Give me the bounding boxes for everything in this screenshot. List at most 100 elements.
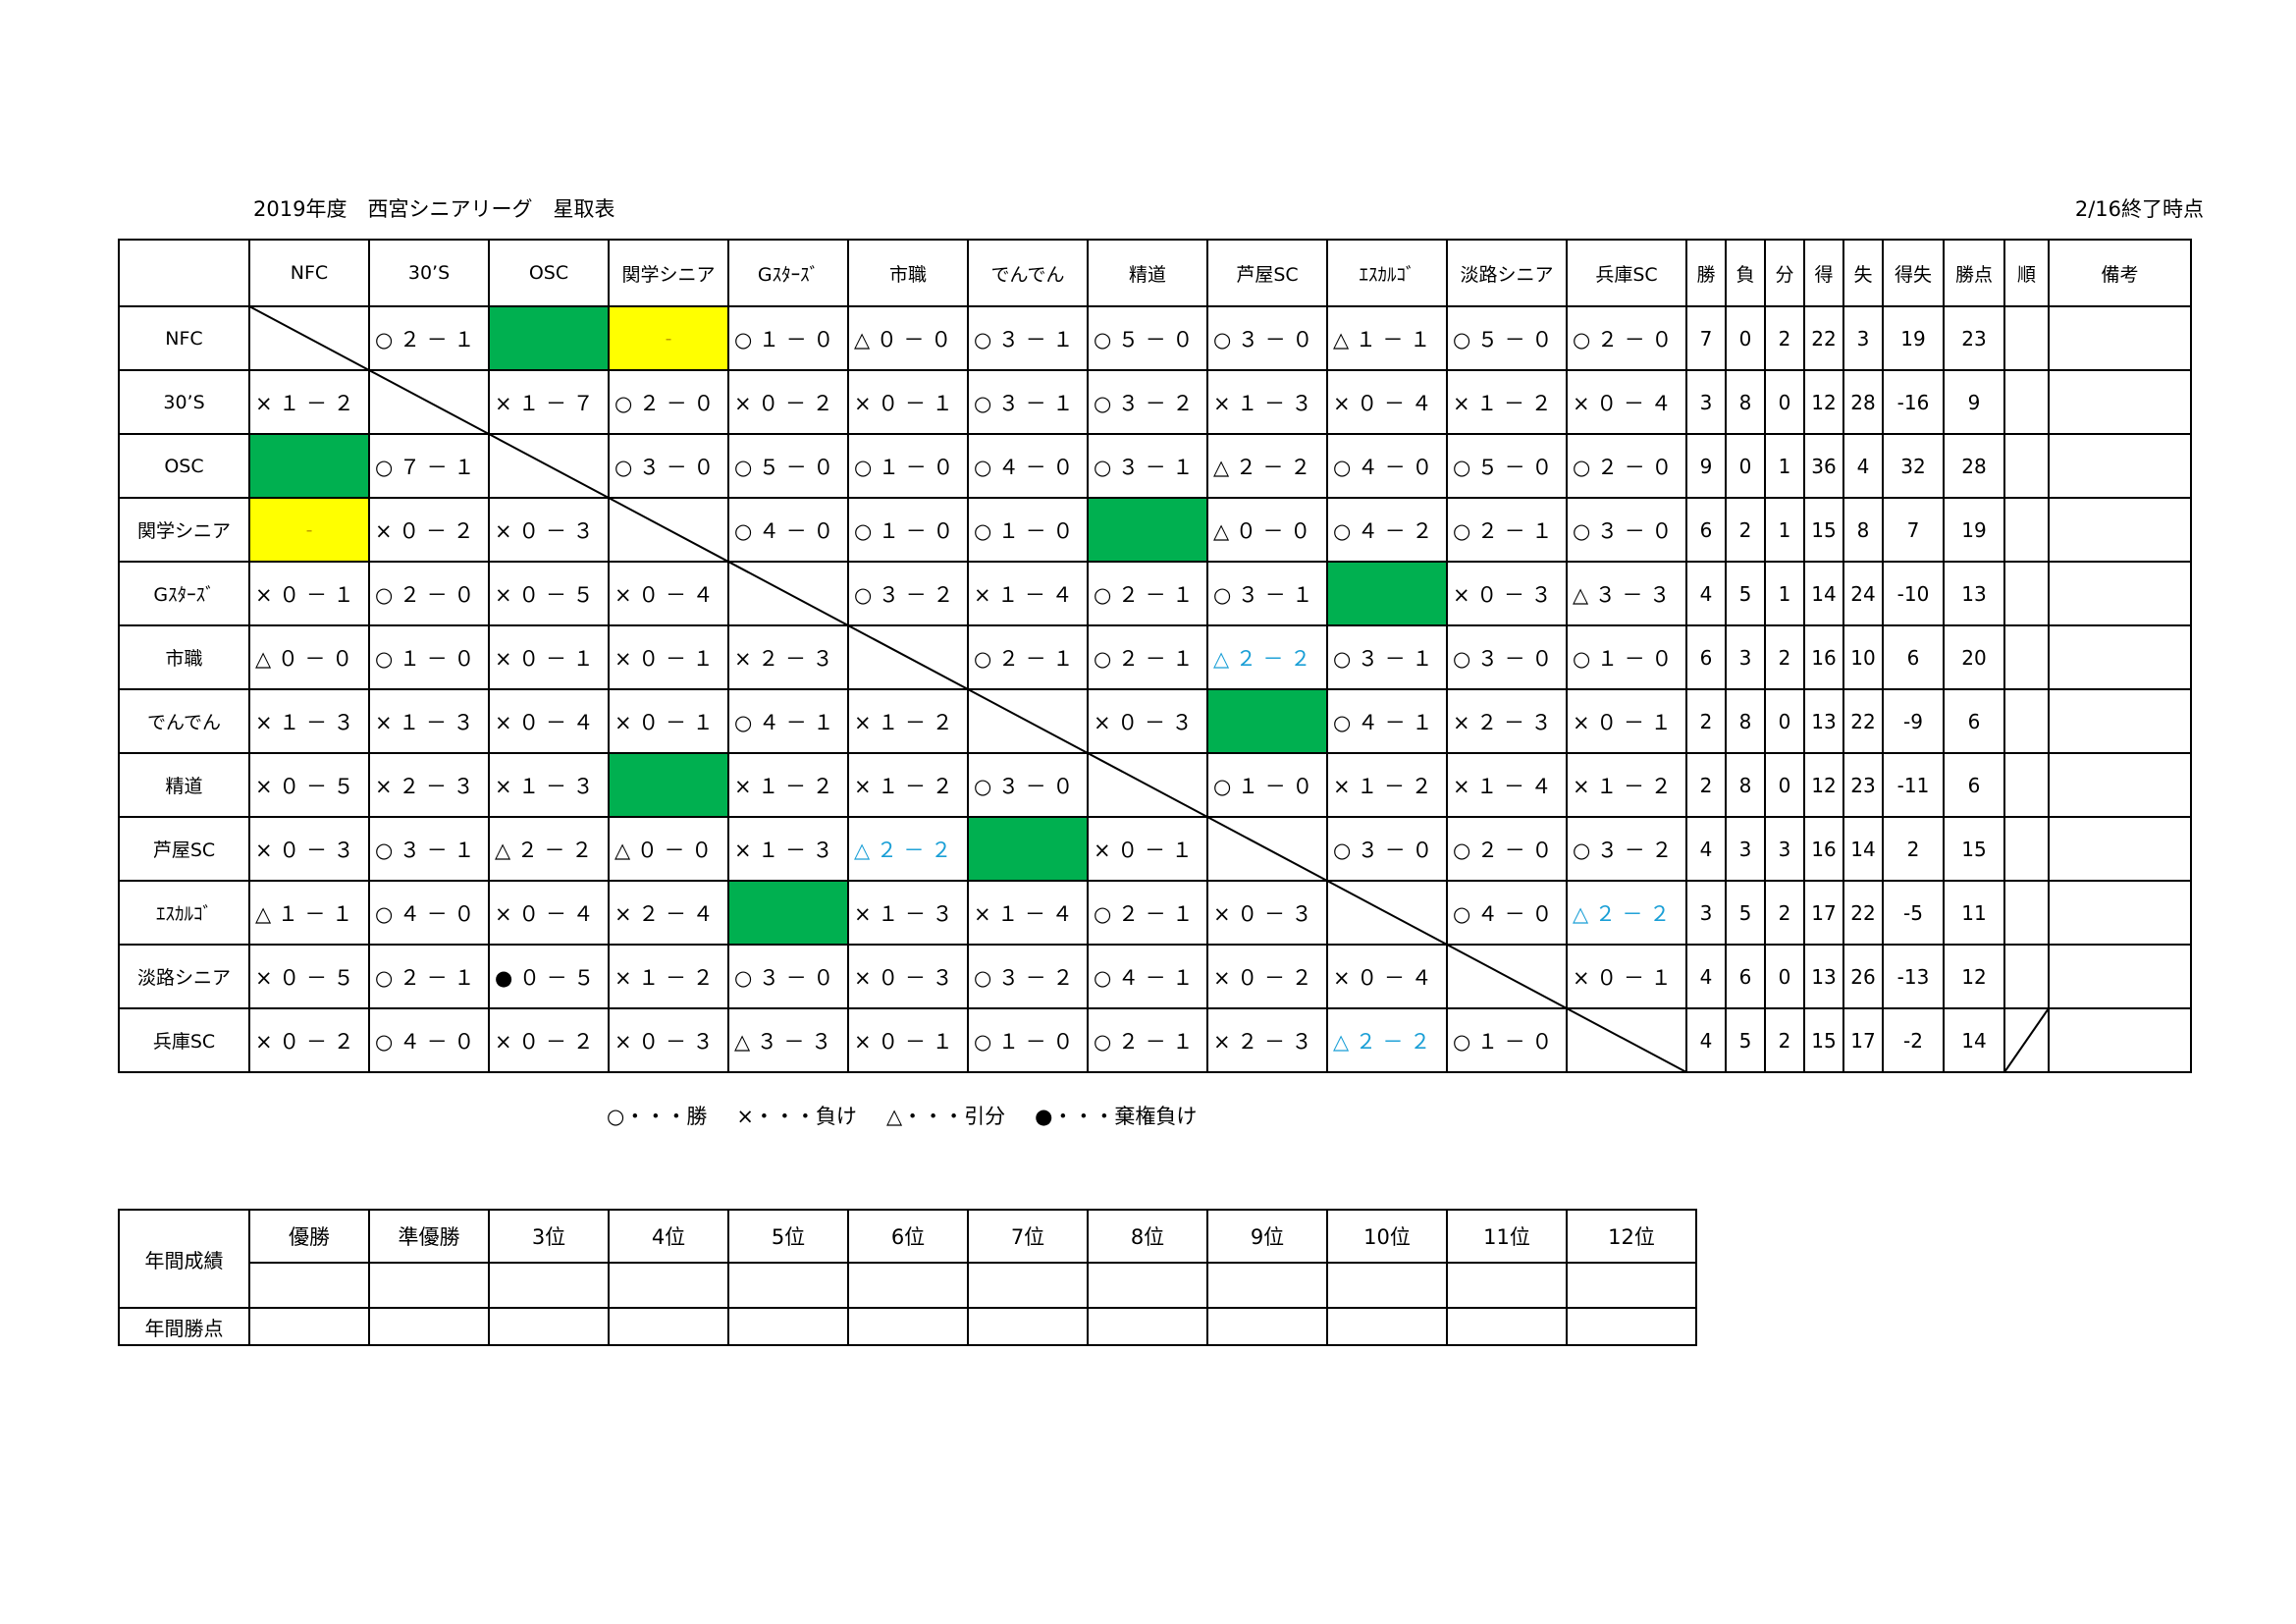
stat-cell: 19	[1943, 497, 2005, 563]
result-score: ４ － ０	[998, 455, 1074, 479]
result-score: ３ － ２	[879, 582, 954, 607]
result-score: ２ － １	[400, 327, 475, 352]
result-score: ０ － １	[878, 391, 953, 415]
result-mark: ○	[1213, 582, 1232, 607]
result-mark: ×	[255, 710, 273, 734]
annual-points-cell	[248, 1307, 370, 1346]
result-score: ３ － １	[400, 838, 475, 862]
result-score: ０ － ４	[638, 582, 714, 607]
match-result-cell: △ ３ － ３	[1566, 561, 1687, 626]
match-result-cell: × ０ － １	[847, 369, 969, 435]
stat-cell: 4	[1685, 944, 1727, 1009]
result-mark: ○	[854, 518, 873, 543]
stat-cell	[2003, 1007, 2050, 1073]
stat-cell: 16	[1803, 816, 1844, 882]
annual-points-cell	[727, 1307, 849, 1346]
col-header-stat: 負	[1725, 239, 1766, 307]
match-result-cell: △ ２ － ２	[488, 816, 610, 882]
stat-cell: 3	[1725, 624, 1766, 690]
result-score: ２ － １	[1118, 901, 1194, 926]
stat-cell: 7	[1882, 497, 1945, 563]
match-result-cell: ● ０ － ５	[488, 944, 610, 1009]
result-mark: ○	[1333, 518, 1352, 543]
result-score: ０ － ５	[279, 965, 354, 990]
result-score: ４ － １	[1118, 965, 1194, 990]
annual-result-cell	[967, 1262, 1089, 1309]
match-result-cell: × １ － ３	[248, 688, 370, 754]
match-result-cell: × １ － ２	[847, 688, 969, 754]
match-result-cell: △ ２ － ２	[1206, 433, 1328, 499]
match-result-cell: × ０ － ３	[488, 497, 610, 563]
result-mark: ○	[1094, 1029, 1112, 1054]
result-score: ０ － ２	[279, 1029, 354, 1054]
table-row: 関学シニア - × ０ － ２ × ０ － ３ ○ ４ － ０ ○ １ － ０ ○ １ － …	[118, 497, 2192, 563]
stat-cell: 5	[1725, 1007, 1766, 1073]
stat-cell: -2	[1882, 1007, 1945, 1073]
table-row: 芦屋SC × ０ － ３ ○ ３ － １ △ ２ － ２ △ ０ － ０ × １ － ３ △…	[118, 816, 2192, 882]
stat-cell: 26	[1842, 944, 1884, 1009]
col-header-team: 関学シニア	[608, 239, 729, 307]
row-team-name: 精道	[118, 752, 250, 818]
result-mark: △	[854, 327, 871, 352]
result-mark: ○	[375, 327, 394, 352]
result-score: ２ － １	[1118, 1029, 1194, 1054]
stat-cell: 15	[1943, 816, 2005, 882]
stat-cell: 5	[1725, 880, 1766, 946]
stat-cell	[2048, 497, 2192, 563]
result-score: ０ － ５	[518, 582, 594, 607]
stat-cell: 2	[1685, 688, 1727, 754]
col-header-team: でんでん	[967, 239, 1089, 307]
result-mark: ×	[974, 582, 991, 607]
result-mark: ×	[1213, 391, 1231, 415]
stat-cell: 6	[1882, 624, 1945, 690]
stat-cell: 13	[1803, 688, 1844, 754]
result-mark: ○	[1453, 518, 1471, 543]
match-result-cell: × ０ － ３	[248, 816, 370, 882]
result-mark: ○	[1333, 710, 1352, 734]
match-result-cell: × ０ － ４	[608, 561, 729, 626]
match-result-cell: × ０ － ３	[1446, 561, 1568, 626]
match-result-cell: × ０ － １	[248, 561, 370, 626]
stat-cell: 15	[1803, 1007, 1844, 1073]
result-score: ２ － ２	[1594, 901, 1671, 926]
match-result-cell: ○ ３ － ２	[967, 944, 1089, 1009]
result-mark: △	[1573, 582, 1589, 607]
stat-cell: 16	[1803, 624, 1844, 690]
stat-cell: 17	[1842, 1007, 1884, 1073]
stat-cell: 0	[1764, 688, 1805, 754]
result-mark: ○	[1453, 1029, 1471, 1054]
match-result-cell: × １ － ２	[608, 944, 729, 1009]
match-result-cell: × １ － ２	[1446, 369, 1568, 435]
result-mark: ×	[614, 965, 632, 990]
result-mark: ○	[375, 646, 394, 671]
result-mark: ×	[854, 1029, 872, 1054]
result-score: ３ － ０	[998, 774, 1074, 798]
result-score: １ － ０	[1597, 646, 1673, 671]
result-score: ３ － ０	[1238, 327, 1313, 352]
result-score: ３ － １	[1118, 455, 1194, 479]
match-result-cell: ○ ３ － ０	[608, 433, 729, 499]
stat-cell: 22	[1842, 688, 1884, 754]
annual-rank-header: 10位	[1326, 1209, 1448, 1264]
annual-results-row	[119, 1262, 1697, 1309]
annual-points-cell	[608, 1307, 729, 1346]
table-row: Gｽﾀｰｽﾞ × ０ － １ ○ ２ － ０ × ０ － ５ × ０ － ４ ○ ３ － …	[118, 561, 2192, 626]
result-score: ４ － １	[1358, 710, 1433, 734]
annual-points-cell	[967, 1307, 1089, 1346]
unplayed-match-cell: -	[248, 433, 370, 499]
result-mark: ×	[495, 391, 512, 415]
match-result-cell: ○ ２ － ０	[1446, 816, 1568, 882]
result-score: ４ － ０	[400, 901, 475, 926]
result-mark: ×	[255, 838, 273, 862]
match-result-cell: ○ ３ － ０	[727, 944, 849, 1009]
match-result-cell: ○ ３ － １	[967, 305, 1089, 371]
result-mark: ×	[495, 774, 512, 798]
result-score: ３ － ２	[998, 965, 1074, 990]
result-score: １ － ２	[638, 965, 714, 990]
stat-cell	[2048, 688, 2192, 754]
result-score: １ － ３	[758, 838, 833, 862]
result-mark: ×	[854, 774, 872, 798]
match-result-cell: ○ ２ － ０	[1566, 305, 1687, 371]
result-mark: ○	[1094, 965, 1112, 990]
result-score: ２ － １	[998, 646, 1074, 671]
